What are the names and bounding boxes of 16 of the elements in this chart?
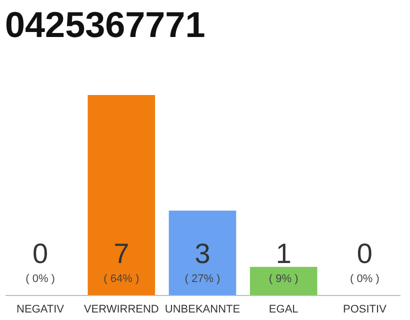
data-label: ( 9% )	[268, 273, 298, 285]
annotation: 0	[356, 238, 373, 269]
x-tick-label: POSITIV	[343, 304, 388, 316]
x-tick-label: EGAL	[268, 304, 298, 316]
data-label: ( 0% )	[350, 273, 380, 285]
data-label: ( 0% )	[26, 273, 55, 285]
x-tick-label: VERWIRREND	[84, 304, 159, 316]
data-label: ( 64% )	[104, 273, 140, 285]
x-tick-label: UNBEKANNTE	[164, 304, 240, 316]
annotation: 3	[194, 238, 210, 269]
data-label: ( 27% )	[184, 273, 220, 285]
chart-title: 0425367771	[5, 4, 206, 45]
annotation: 0	[32, 238, 48, 269]
annotation: 1	[276, 238, 292, 269]
annotation: 7	[114, 238, 130, 269]
x-tick-label: NEGATIV	[16, 304, 65, 316]
